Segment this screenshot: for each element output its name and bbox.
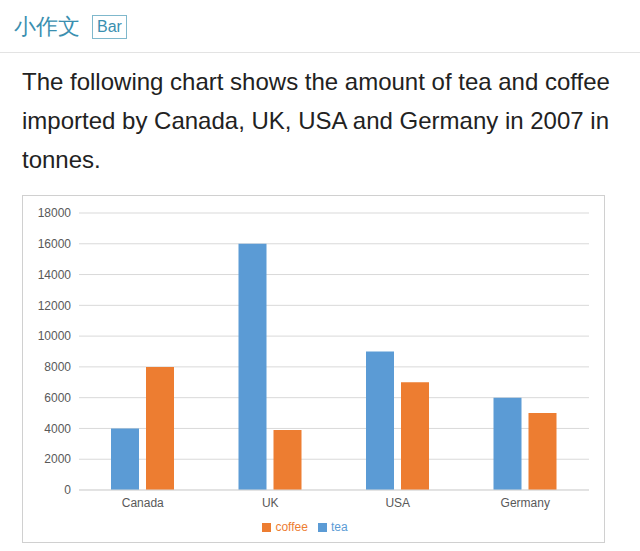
- svg-text:UK: UK: [262, 496, 279, 510]
- svg-text:Canada: Canada: [122, 496, 164, 510]
- svg-text:8000: 8000: [44, 360, 71, 374]
- html-text:The following chart shows the: The following chart shows the amount of …: [22, 68, 610, 173]
- svg-text:4000: 4000: [44, 422, 71, 436]
- svg-text:18000: 18000: [38, 206, 72, 220]
- html-text:Bar: Bar: [97, 18, 122, 35]
- svg-text:Germany: Germany: [501, 496, 550, 510]
- svg-text:12000: 12000: [38, 299, 72, 313]
- svg-text:USA: USA: [385, 496, 410, 510]
- svg-text:2000: 2000: [44, 452, 71, 466]
- svg-text:6000: 6000: [44, 391, 71, 405]
- svg-text:0: 0: [64, 483, 71, 497]
- html-text:tea: tea: [330, 520, 348, 534]
- html-text:coffee: coffee: [275, 520, 308, 534]
- html-text:小作文: 小作文: [14, 14, 80, 39]
- svg-text:14000: 14000: [38, 268, 72, 282]
- svg-text:16000: 16000: [38, 237, 72, 251]
- svg-text:10000: 10000: [38, 329, 72, 343]
